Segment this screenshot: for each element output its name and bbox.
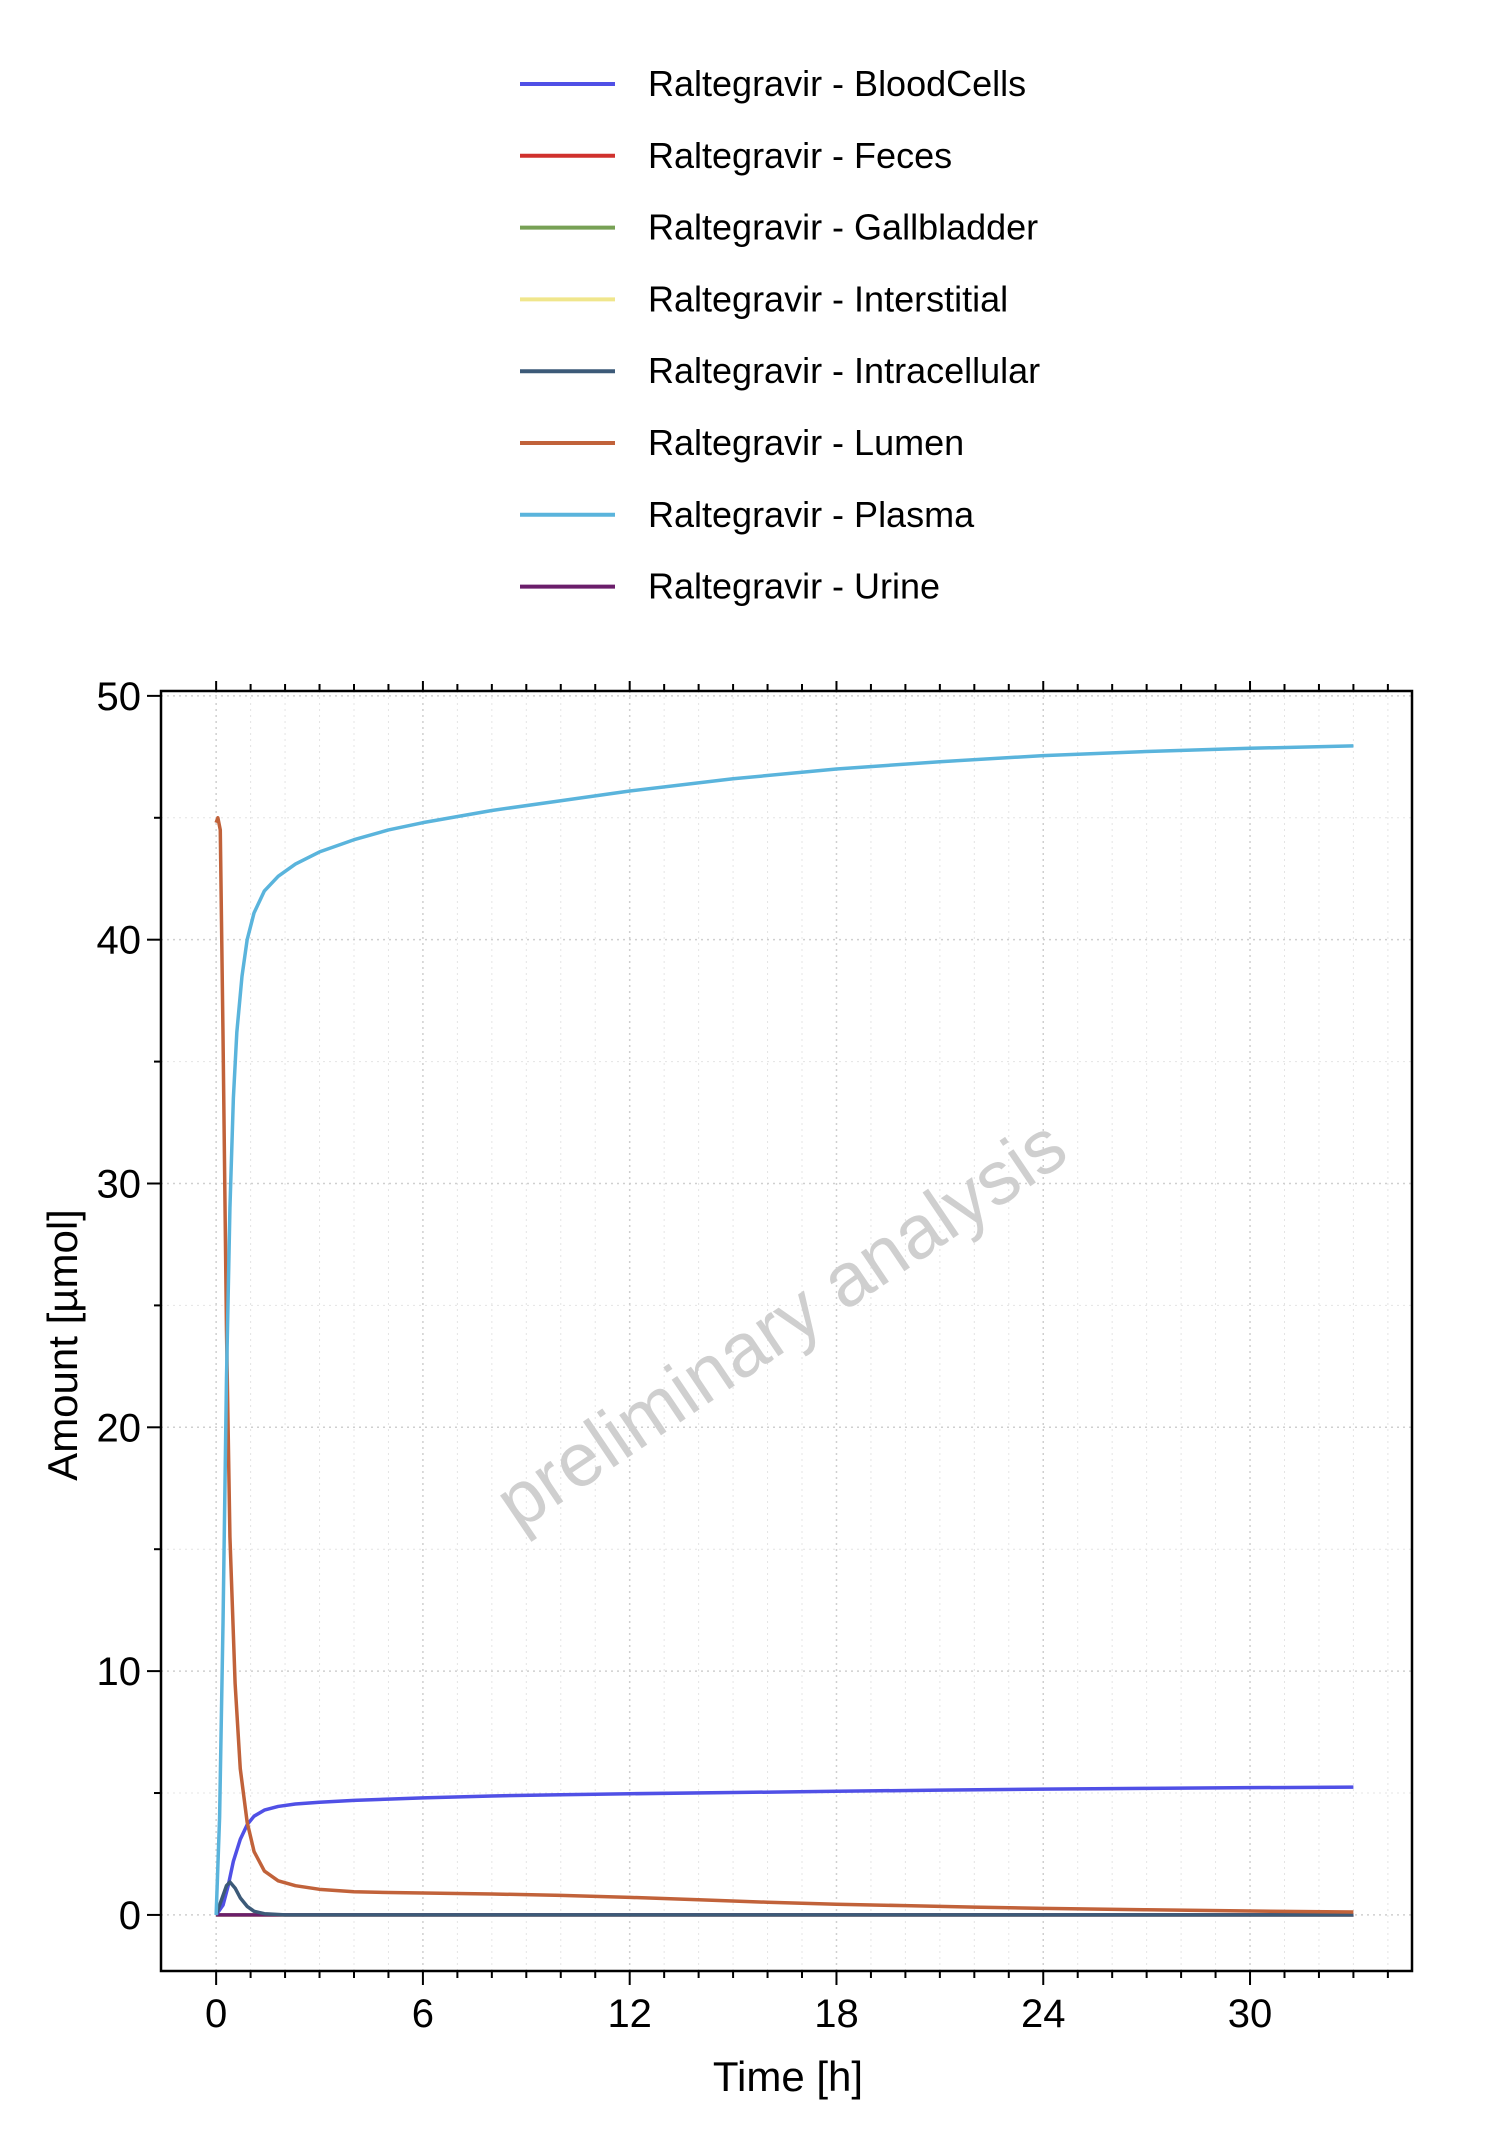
legend: Raltegravir - BloodCells Raltegravir - Fe… [520,63,1040,607]
series-line [214,1785,1354,1916]
legend-entry: Raltegravir - Urine [648,566,940,607]
x-tick-label: 6 [412,1992,434,2036]
x-tick-label: 24 [1021,1992,1066,2036]
y-tick-label: 30 [97,1162,142,1206]
x-axis: 0 6 12 18 24 30 [205,681,1389,2036]
y-tick-label: 10 [97,1650,142,1694]
series-lines [214,744,1354,1917]
series-line [214,816,1354,1914]
watermark: preliminary analysis [480,1102,1081,1546]
x-tick-label: 30 [1228,1992,1273,2036]
x-tick-label: 18 [814,1992,859,2036]
plot-frame [159,689,1414,1973]
x-tick-label: 0 [205,1992,227,2036]
y-axis: 0 10 20 30 40 50 [97,675,161,1938]
y-tick-label: 20 [97,1406,142,1450]
legend-entry: Raltegravir - Intracellular [648,350,1040,391]
y-tick-label: 0 [119,1894,141,1938]
x-tick-label: 12 [607,1992,652,2036]
legend-entry: Raltegravir - Lumen [648,422,964,463]
x-axis-label: Time [h] [713,2053,863,2100]
legend-entry: Raltegravir - BloodCells [648,63,1026,104]
y-axis-label: Amount [µmol] [39,1209,86,1481]
series-line [214,1880,1354,1917]
legend-entry: Raltegravir - Feces [648,135,952,176]
plot-area: preliminary analysis 0 6 12 18 24 30 0 10 20 30 4… [97,675,1414,2036]
legend-entry: Raltegravir - Interstitial [648,278,1008,319]
y-tick-label: 40 [97,919,142,963]
series-line [214,744,1354,1915]
y-tick-label: 50 [97,675,142,719]
legend-entry: Raltegravir - Gallbladder [648,207,1038,248]
legend-entry: Raltegravir - Plasma [648,494,975,535]
